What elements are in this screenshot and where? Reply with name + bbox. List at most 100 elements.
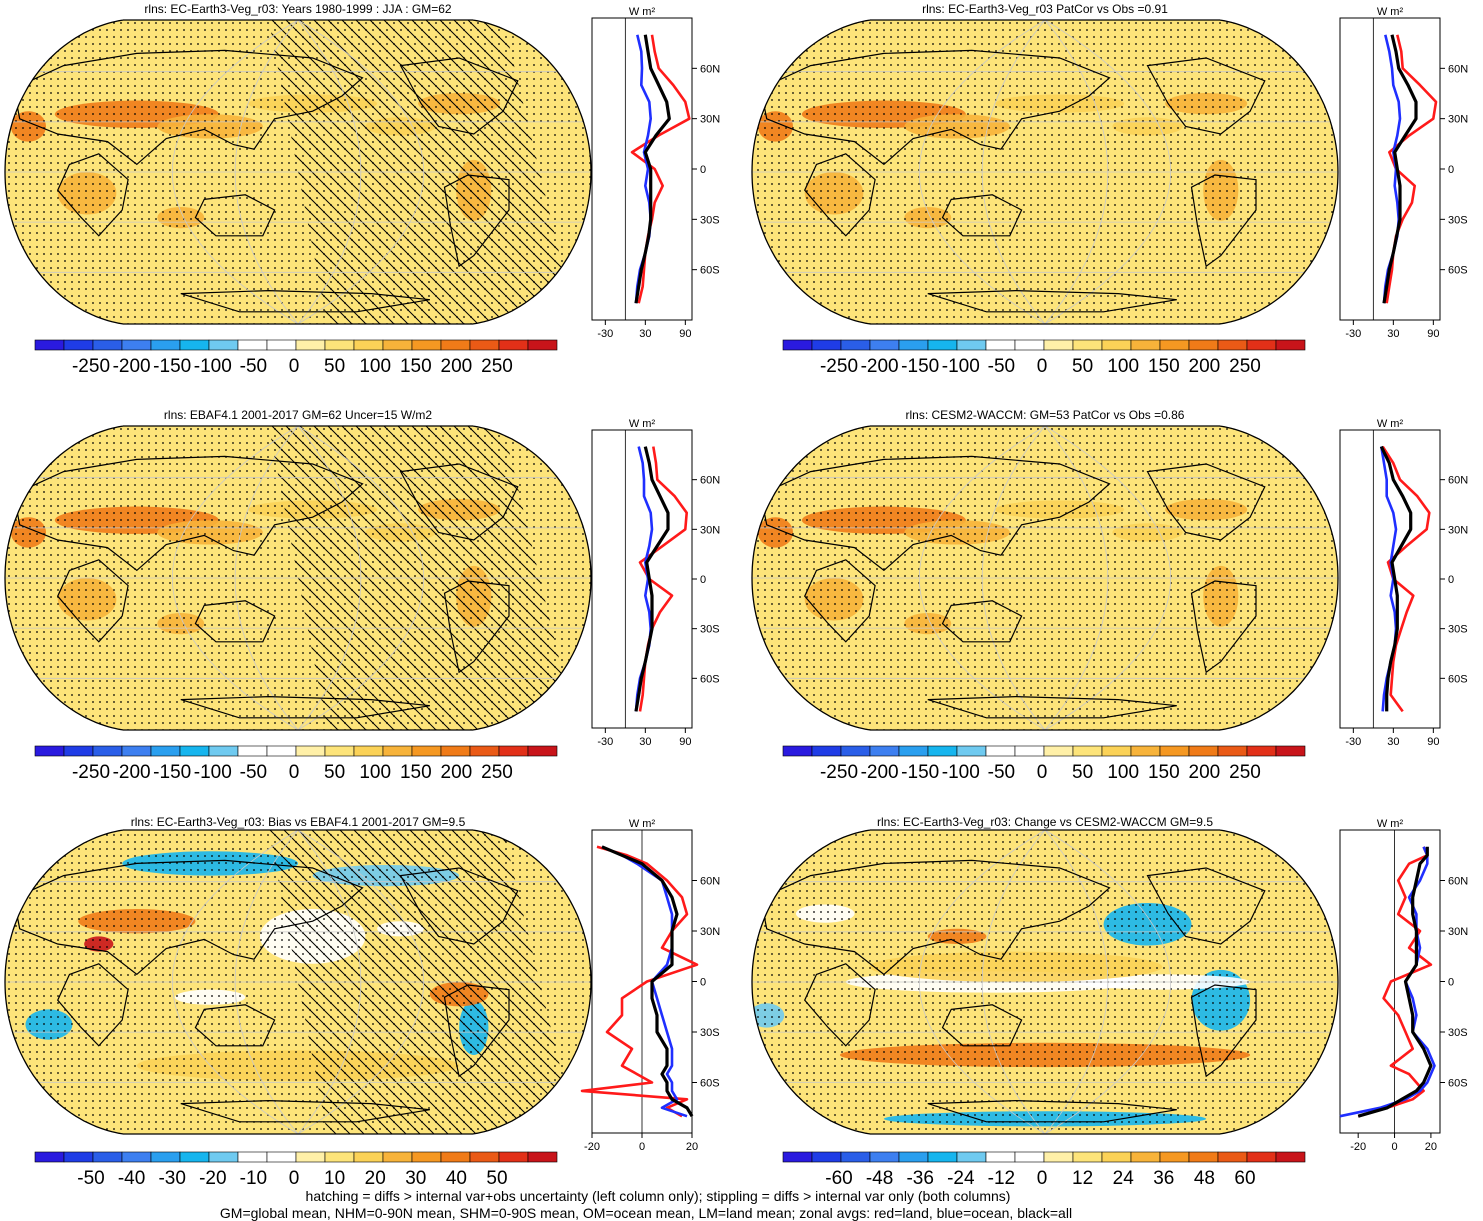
colorbar-box <box>324 339 355 351</box>
colorbar-box <box>63 745 94 757</box>
colorbar-box <box>353 1151 384 1163</box>
zonal-x-tick-label: -30 <box>1345 328 1361 340</box>
colorbar-tick-label: -20 <box>199 1168 226 1189</box>
panel-bias: rlns: EC-Earth3-Veg_r03: Bias vs EBAF4.1… <box>4 815 720 1189</box>
robinson-map <box>751 829 1339 1135</box>
colorbar-box <box>411 1151 442 1163</box>
map-field <box>5 426 591 730</box>
colorbar-box <box>237 745 268 757</box>
colorbar-box <box>927 1151 958 1163</box>
colorbar-box <box>898 339 929 351</box>
colorbar-box <box>469 1151 500 1163</box>
colorbar-tick-label: -50 <box>988 762 1015 783</box>
panel-title: rlns: EC-Earth3-Veg_r03: Change vs CESM2… <box>877 815 1213 829</box>
colorbar-box <box>208 339 239 351</box>
panel-title: rlns: EC-Earth3-Veg_r03 PatCor vs Obs =0… <box>922 2 1168 16</box>
panel-model-patcor: rlns: EC-Earth3-Veg_r03 PatCor vs Obs =0… <box>751 2 1468 377</box>
colorbar-box <box>353 339 384 351</box>
colorbar-tick-label: -250 <box>820 762 858 783</box>
colorbar-tick-label: 0 <box>289 762 300 783</box>
panel-title: rlns: CESM2-WACCM: GM=53 PatCor vs Obs =… <box>906 408 1185 422</box>
colorbar-tick-label: -150 <box>901 762 939 783</box>
colorbar-box <box>840 339 871 351</box>
robinson-map <box>751 425 1339 731</box>
colorbar-tick-label: -36 <box>906 1168 933 1189</box>
colorbar-box <box>179 339 210 351</box>
colorbar-box <box>927 745 958 757</box>
colorbar-tick-label: 200 <box>441 762 473 783</box>
zonal-y-tick-label: 30N <box>1448 926 1468 938</box>
colorbar-tick-label: 12 <box>1072 1168 1093 1189</box>
colorbar-box <box>382 745 413 757</box>
zonal-x-tick-label: 0 <box>1391 1141 1397 1153</box>
map-field <box>752 830 1338 1134</box>
colorbar-box <box>1014 1151 1045 1163</box>
map-field <box>5 830 591 1134</box>
colorbar-box <box>1043 745 1074 757</box>
colorbar-tick-label: 150 <box>400 356 432 377</box>
zonal-land-line <box>580 845 699 1118</box>
colorbar-box <box>956 339 987 351</box>
colorbar-box <box>1130 1151 1161 1163</box>
colorbar-tick-label: -24 <box>947 1168 975 1189</box>
colorbar-box <box>1188 745 1219 757</box>
colorbar-tick-label: 250 <box>1229 356 1261 377</box>
colorbar-tick-label: 0 <box>1037 762 1048 783</box>
coastlines <box>13 49 519 313</box>
colorbar-box <box>34 1151 65 1163</box>
graticule <box>752 426 1338 730</box>
colorbar-tick-label: 0 <box>1037 356 1048 377</box>
robinson-map <box>4 425 592 731</box>
colorbar-tick-label: 48 <box>1194 1168 1215 1189</box>
robinson-map <box>4 19 592 325</box>
colorbar-box <box>382 339 413 351</box>
zonal-y-tick-label: 0 <box>1448 574 1454 586</box>
colorbar-box <box>956 1151 987 1163</box>
colorbar-tick-label: 250 <box>481 762 513 783</box>
colorbar-box <box>1188 1151 1219 1163</box>
colorbar-tick-label: -30 <box>158 1168 185 1189</box>
colorbar-box <box>295 745 326 757</box>
colorbar-box <box>353 745 384 757</box>
colorbar-box <box>782 339 813 351</box>
colorbar-tick-label: 250 <box>1229 762 1261 783</box>
zonal-y-tick-label: 30N <box>700 114 720 126</box>
colorbar-tick-label: 150 <box>1148 762 1180 783</box>
footer-line-1: hatching = diffs > internal var+obs unce… <box>306 1188 1011 1204</box>
panel-title: rlns: EC-Earth3-Veg_r03: Bias vs EBAF4.1… <box>131 815 466 829</box>
colorbar-box <box>527 339 558 351</box>
map-border <box>751 19 1339 325</box>
colorbar-box <box>956 745 987 757</box>
zonal-y-tick-label: 60N <box>700 63 720 75</box>
colorbar-tick-label: 50 <box>324 762 345 783</box>
zonal-y-tick-label: 60N <box>700 876 720 888</box>
map-field <box>752 20 1338 324</box>
colorbar-box <box>782 745 813 757</box>
zonal-x-tick-label: -30 <box>597 328 613 340</box>
colorbar-box <box>1275 745 1306 757</box>
colorbar-tick-label: 0 <box>289 356 300 377</box>
colorbar-box <box>1014 745 1045 757</box>
colorbar-box <box>498 1151 529 1163</box>
colorbar-box <box>440 745 471 757</box>
zonal-unit-label: W m² <box>1377 6 1404 18</box>
zonal-x-tick-label: 90 <box>1427 328 1439 340</box>
colorbar-box <box>811 339 842 351</box>
zonal-average-plot: W m² 60N 30N 0 30S 60S -30 30 90 <box>591 6 720 340</box>
colorbar-box <box>1072 745 1103 757</box>
map-border <box>751 829 1339 1135</box>
colorbar-box <box>237 339 268 351</box>
zonal-y-tick-label: 30S <box>1448 1027 1468 1039</box>
colorbar-box <box>92 339 123 351</box>
coastlines <box>760 49 1266 313</box>
colorbar-box <box>985 745 1016 757</box>
colorbar-box <box>840 745 871 757</box>
colorbar-tick-label: 250 <box>481 356 513 377</box>
map-border <box>4 829 592 1135</box>
panel-title: rlns: EC-Earth3-Veg_r03: Years 1980-1999… <box>144 2 452 16</box>
colorbar-box <box>121 745 152 757</box>
colorbar-box <box>985 339 1016 351</box>
zonal-y-tick-label: 30N <box>700 926 720 938</box>
zonal-x-tick-label: -30 <box>1345 736 1361 748</box>
colorbar-box <box>150 1151 181 1163</box>
